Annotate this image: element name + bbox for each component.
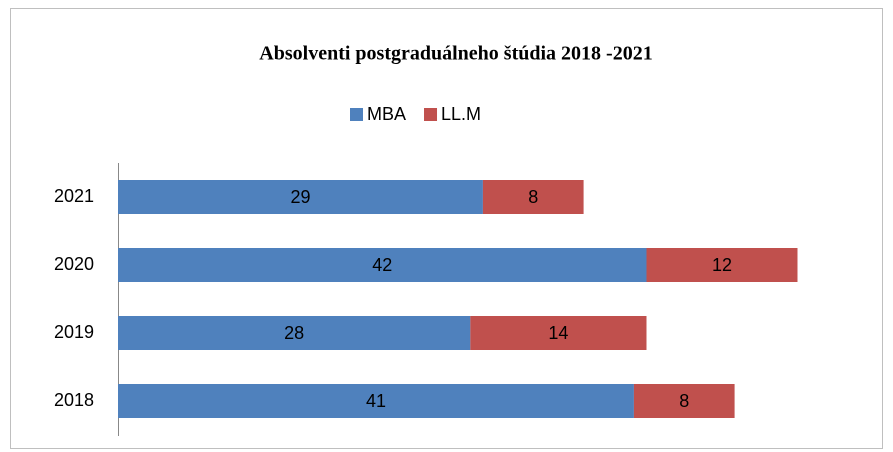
y-tick-label: 2020 (54, 254, 94, 274)
data-label: 41 (366, 391, 386, 411)
bar-segment (118, 180, 483, 214)
chart-title: Absolventi postgraduálneho štúdia 2018 -… (259, 43, 652, 65)
data-label: 12 (712, 255, 732, 275)
bar-segment (646, 248, 798, 282)
bar-segment (482, 180, 584, 214)
y-tick-label: 2019 (54, 322, 94, 342)
chart-frame (10, 8, 883, 449)
bar-segment (470, 316, 647, 350)
legend-swatch (350, 108, 363, 121)
legend-label: MBA (367, 104, 406, 124)
data-label: 28 (284, 323, 304, 343)
bar-segment (118, 384, 634, 418)
data-label: 14 (548, 323, 568, 343)
data-label: 8 (528, 187, 538, 207)
y-tick-label: 2021 (54, 186, 94, 206)
data-label: 42 (372, 255, 392, 275)
bar-segment (633, 384, 735, 418)
bar-segment (118, 316, 471, 350)
legend-label: LL.M (441, 104, 481, 124)
y-tick-label: 2018 (54, 390, 94, 410)
bar-segment (118, 248, 647, 282)
data-label: 29 (290, 187, 310, 207)
legend-swatch (424, 108, 438, 121)
data-label: 8 (679, 391, 689, 411)
